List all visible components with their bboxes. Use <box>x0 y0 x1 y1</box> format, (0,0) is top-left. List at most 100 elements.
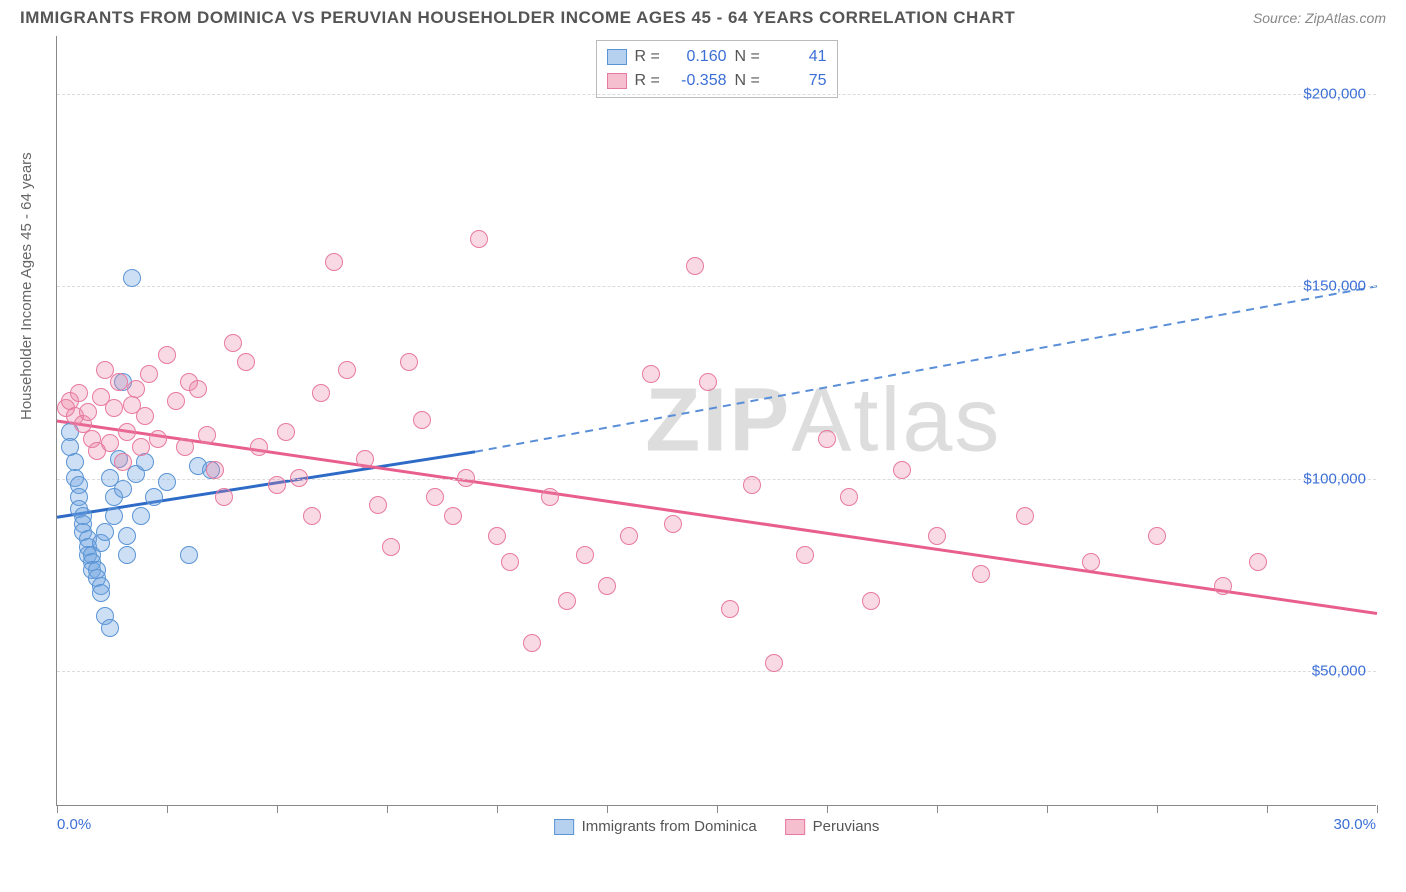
correlation-legend: R = 0.160 N = 41 R = -0.358 N = 75 <box>596 40 838 98</box>
data-point-peruvians <box>158 346 176 364</box>
source-label: Source: ZipAtlas.com <box>1253 10 1386 26</box>
data-point-peruvians <box>1082 553 1100 571</box>
data-point-dominica <box>136 453 154 471</box>
header: IMMIGRANTS FROM DOMINICA VS PERUVIAN HOU… <box>0 0 1406 32</box>
swatch-blue <box>554 819 574 835</box>
data-point-peruvians <box>224 334 242 352</box>
data-point-peruvians <box>457 469 475 487</box>
x-axis-max-label: 30.0% <box>1333 816 1376 833</box>
series-legend: Immigrants from Dominica Peruvians <box>554 818 880 835</box>
data-point-dominica <box>96 523 114 541</box>
data-point-peruvians <box>893 461 911 479</box>
data-point-peruvians <box>140 365 158 383</box>
data-point-peruvians <box>79 403 97 421</box>
data-point-peruvians <box>426 488 444 506</box>
data-point-peruvians <box>198 426 216 444</box>
data-point-peruvians <box>686 257 704 275</box>
data-point-peruvians <box>1148 527 1166 545</box>
legend-item-dominica: Immigrants from Dominica <box>554 818 757 835</box>
y-axis-label: Householder Income Ages 45 - 64 years <box>18 152 35 420</box>
y-tick-label: $100,000 <box>1303 470 1366 487</box>
data-point-peruvians <box>840 488 858 506</box>
data-point-peruvians <box>818 430 836 448</box>
data-point-peruvians <box>470 230 488 248</box>
data-point-dominica <box>158 473 176 491</box>
x-tick <box>1157 805 1158 813</box>
gridline <box>57 94 1376 95</box>
swatch-pink <box>607 73 627 89</box>
data-point-peruvians <box>444 507 462 525</box>
data-point-peruvians <box>101 434 119 452</box>
data-point-peruvians <box>215 488 233 506</box>
data-point-peruvians <box>382 538 400 556</box>
data-point-peruvians <box>642 365 660 383</box>
data-point-peruvians <box>114 453 132 471</box>
x-tick <box>57 805 58 813</box>
data-point-peruvians <box>277 423 295 441</box>
x-tick <box>607 805 608 813</box>
legend-item-peruvians: Peruvians <box>785 818 880 835</box>
data-point-peruvians <box>167 392 185 410</box>
x-tick <box>1377 805 1378 813</box>
data-point-dominica <box>105 507 123 525</box>
data-point-peruvians <box>576 546 594 564</box>
data-point-peruvians <box>1249 553 1267 571</box>
data-point-dominica <box>118 527 136 545</box>
data-point-peruvians <box>312 384 330 402</box>
data-point-peruvians <box>664 515 682 533</box>
data-point-dominica <box>180 546 198 564</box>
data-point-dominica <box>132 507 150 525</box>
data-point-peruvians <box>105 399 123 417</box>
legend-row-peruvians: R = -0.358 N = 75 <box>607 69 827 93</box>
data-point-peruvians <box>1214 577 1232 595</box>
data-point-dominica <box>92 584 110 602</box>
x-tick <box>497 805 498 813</box>
data-point-peruvians <box>303 507 321 525</box>
data-point-dominica <box>123 269 141 287</box>
data-point-peruvians <box>110 373 128 391</box>
x-tick <box>1267 805 1268 813</box>
data-point-peruvians <box>972 565 990 583</box>
x-tick <box>167 805 168 813</box>
data-point-peruvians <box>118 423 136 441</box>
data-point-peruvians <box>237 353 255 371</box>
trend-lines <box>57 36 1376 805</box>
gridline <box>57 479 1376 480</box>
data-point-dominica <box>145 488 163 506</box>
x-tick <box>827 805 828 813</box>
data-point-peruvians <box>541 488 559 506</box>
data-point-peruvians <box>523 634 541 652</box>
swatch-blue <box>607 49 627 65</box>
gridline <box>57 671 1376 672</box>
data-point-peruvians <box>149 430 167 448</box>
data-point-peruvians <box>70 384 88 402</box>
data-point-peruvians <box>501 553 519 571</box>
x-axis-min-label: 0.0% <box>57 816 91 833</box>
x-tick <box>717 805 718 813</box>
data-point-peruvians <box>699 373 717 391</box>
data-point-peruvians <box>268 476 286 494</box>
swatch-pink <box>785 819 805 835</box>
y-tick-label: $50,000 <box>1312 663 1366 680</box>
y-tick-label: $200,000 <box>1303 85 1366 102</box>
data-point-peruvians <box>558 592 576 610</box>
data-point-peruvians <box>620 527 638 545</box>
data-point-peruvians <box>413 411 431 429</box>
data-point-peruvians <box>290 469 308 487</box>
data-point-peruvians <box>765 654 783 672</box>
x-tick <box>1047 805 1048 813</box>
x-tick <box>937 805 938 813</box>
data-point-peruvians <box>136 407 154 425</box>
data-point-peruvians <box>400 353 418 371</box>
y-tick-label: $150,000 <box>1303 278 1366 295</box>
data-point-peruvians <box>356 450 374 468</box>
data-point-peruvians <box>862 592 880 610</box>
data-point-peruvians <box>127 380 145 398</box>
scatter-plot: ZIPAtlas R = 0.160 N = 41 R = -0.358 N =… <box>56 36 1376 806</box>
data-point-dominica <box>114 480 132 498</box>
data-point-dominica <box>101 619 119 637</box>
data-point-peruvians <box>598 577 616 595</box>
x-tick <box>277 805 278 813</box>
data-point-peruvians <box>132 438 150 456</box>
data-point-dominica <box>118 546 136 564</box>
